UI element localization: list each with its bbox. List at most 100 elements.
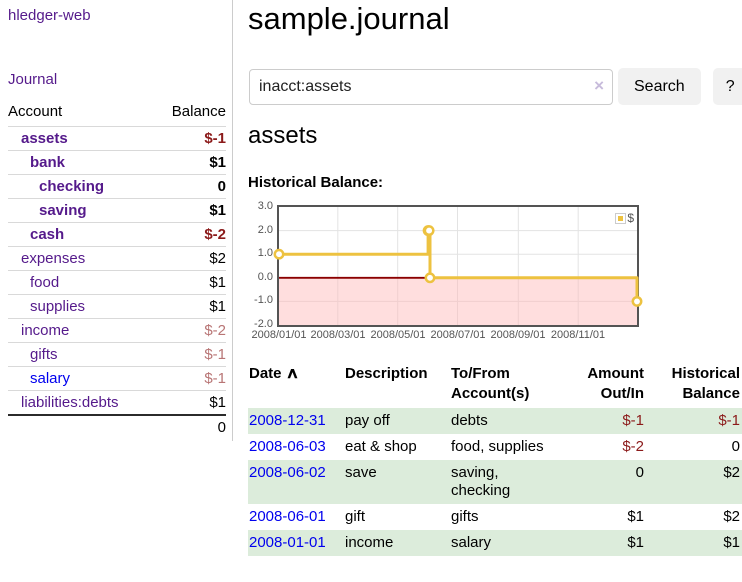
account-balance: $1 <box>154 294 226 319</box>
chart-canvas <box>273 207 643 325</box>
account-link[interactable]: salary <box>30 370 71 387</box>
account-cell: supplies <box>8 294 155 319</box>
register-row: 2008-06-03 eat & shop food, supplies $-2 0 <box>248 434 742 460</box>
register-balance-cell: $2 <box>646 460 742 504</box>
account-link[interactable]: gifts <box>30 346 58 363</box>
account-link[interactable]: saving <box>39 202 87 219</box>
register-row: 2008-12-31 pay off debts $-1 $-1 <box>248 408 742 434</box>
y-axis-tick: 2.0 <box>257 224 273 236</box>
account-link[interactable]: assets <box>21 130 68 147</box>
register-amount-cell: $-2 <box>622 438 644 455</box>
account-balance: 0 <box>154 174 226 199</box>
register-amount-cell: $1 <box>627 508 644 525</box>
register-description-cell: save <box>344 460 450 504</box>
register-date-link[interactable]: 2008-06-01 <box>249 508 326 525</box>
register-row: 2008-06-01 gift gifts $1 $2 <box>248 504 742 530</box>
register-header-balance: Historical Balance <box>671 365 740 402</box>
accounts-total-row: 0 <box>8 414 226 439</box>
search-help-button[interactable]: ? <box>712 68 742 105</box>
register-date-link[interactable]: 2008-06-02 <box>249 464 326 481</box>
account-heading: assets <box>248 122 318 149</box>
register-table: Date ∧ Description To/From Account(s) Amo… <box>248 362 742 556</box>
sidebar-item-journal[interactable]: Journal <box>8 71 58 88</box>
account-row: salary $-1 <box>8 366 226 391</box>
register-date-cell: 2008-06-03 <box>248 434 344 460</box>
account-row: checking 0 <box>8 174 226 199</box>
account-balance: $1 <box>154 390 226 415</box>
x-axis-tick: 2008/05/01 <box>370 329 426 341</box>
account-link[interactable]: supplies <box>30 298 86 315</box>
account-cell: salary <box>8 366 155 391</box>
y-axis-tick: 0.0 <box>257 271 273 283</box>
accounts-total-spacer <box>8 414 155 439</box>
x-axis-tick: 2008/03/01 <box>310 329 366 341</box>
chart-y-axis: 3.0 2.0 1.0 0.0 -1.0 -2.0 <box>248 200 273 330</box>
sort-asc-icon: ∧ <box>285 365 299 382</box>
search-button[interactable]: Search <box>618 68 701 105</box>
register-date-link[interactable]: 2008-06-03 <box>249 438 326 455</box>
account-cell: income <box>8 318 155 343</box>
account-row: assets $-1 <box>8 126 226 151</box>
account-link[interactable]: checking <box>39 178 105 195</box>
account-link[interactable]: liabilities:debts <box>21 394 119 411</box>
register-header-amount: Amount Out/In <box>587 365 644 402</box>
app-title-link[interactable]: hledger-web <box>8 7 91 24</box>
accounts-total-value: 0 <box>154 414 226 439</box>
account-row: food $1 <box>8 270 226 295</box>
x-axis-tick: 2008/11/01 <box>550 329 606 341</box>
series-color-swatch <box>615 212 627 224</box>
account-cell: liabilities:debts <box>8 390 155 415</box>
account-cell: gifts <box>8 342 155 367</box>
register-balance-cell: $2 <box>723 508 740 525</box>
register-date-cell: 2008-06-02 <box>248 460 344 504</box>
search-form: × Search ? <box>249 68 742 105</box>
account-balance: $-1 <box>154 366 226 391</box>
x-axis-tick: 2008/09/01 <box>490 329 546 341</box>
accounts-table: Account Balance assets $-1 bank $1 checking 0… <box>8 103 226 439</box>
account-cell: food <box>8 270 155 295</box>
register-description-cell: pay off <box>344 408 450 434</box>
register-accounts-cell: food, supplies <box>451 438 544 455</box>
account-row: supplies $1 <box>8 294 226 319</box>
search-input-wrap: × <box>249 68 613 105</box>
register-description-cell: eat & shop <box>345 438 417 455</box>
account-cell: cash <box>8 222 155 247</box>
register-amount-cell: $-1 <box>560 408 646 434</box>
register-accounts-cell: gifts <box>451 508 479 525</box>
register-description-cell: income <box>344 530 450 556</box>
main-content: sample.journal × Search ? assets Histori… <box>248 0 742 582</box>
register-balance-cell: $1 <box>646 530 742 556</box>
page-title: sample.journal <box>248 1 450 36</box>
account-row: cash $-2 <box>8 222 226 247</box>
sidebar: hledger-web Journal Account Balance asse… <box>0 0 233 441</box>
account-link[interactable]: bank <box>30 154 66 171</box>
y-axis-tick: 3.0 <box>257 200 273 212</box>
register-date-link[interactable]: 2008-01-01 <box>249 534 326 551</box>
account-balance: $1 <box>154 150 226 175</box>
account-link[interactable]: food <box>30 274 60 291</box>
register-description-cell: gift <box>345 508 366 525</box>
account-link[interactable]: income <box>21 322 70 339</box>
account-link[interactable]: expenses <box>21 250 86 267</box>
clear-search-icon[interactable]: × <box>594 75 604 95</box>
register-accounts-cell: salary <box>450 530 560 556</box>
search-input[interactable] <box>249 68 613 105</box>
register-date-cell: 2008-01-01 <box>248 530 344 556</box>
chart-plot-area[interactable]: $ <box>273 205 643 327</box>
account-balance: $1 <box>154 270 226 295</box>
register-header-date[interactable]: Date ∧ <box>248 362 344 408</box>
chart-title: Historical Balance: <box>248 174 384 191</box>
register-header-accounts: To/From Account(s) <box>451 365 530 402</box>
account-balance: $-1 <box>154 342 226 367</box>
register-balance-cell: $-1 <box>646 408 742 434</box>
accounts-header-balance: Balance <box>171 103 226 120</box>
balance-chart: 3.0 2.0 1.0 0.0 -1.0 -2.0 $ 2008/01/01 2008/03… <box>248 200 668 345</box>
account-link[interactable]: cash <box>30 226 65 243</box>
account-balance: $-2 <box>154 318 226 343</box>
register-amount-cell: 0 <box>560 460 646 504</box>
register-balance-cell: 0 <box>731 438 740 455</box>
account-cell: saving <box>8 198 155 223</box>
register-row: 2008-06-02 save saving, checking 0 $2 <box>248 460 742 504</box>
register-accounts-cell: debts <box>450 408 560 434</box>
register-date-link[interactable]: 2008-12-31 <box>249 412 326 429</box>
